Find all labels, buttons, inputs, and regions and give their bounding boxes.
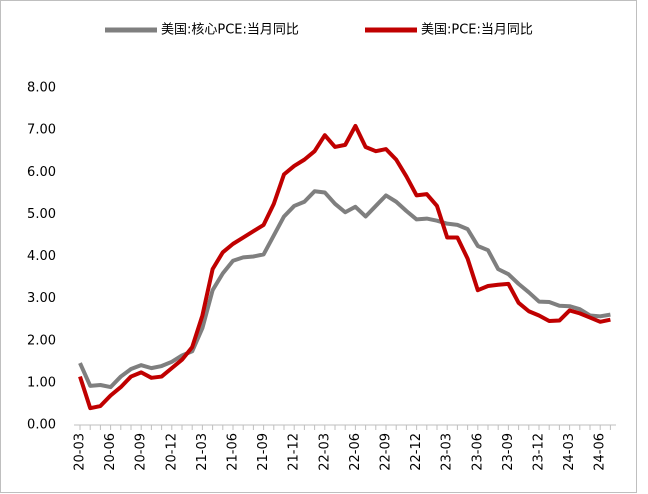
y-tick-label: 8.00 xyxy=(27,81,56,96)
x-tick-label: 20-12 xyxy=(164,433,179,471)
x-tick-label: 22-03 xyxy=(317,433,332,471)
y-tick-label: 2.00 xyxy=(27,333,56,348)
y-tick-label: 6.00 xyxy=(27,165,56,180)
x-tick-label: 21-12 xyxy=(287,433,302,471)
y-tick-label: 5.00 xyxy=(27,207,56,222)
series-line xyxy=(78,189,611,390)
y-tick-label: 7.00 xyxy=(27,123,56,138)
x-tick-label: 24-03 xyxy=(562,433,577,471)
legend-label: 美国:核心PCE:当月同比 xyxy=(161,23,299,38)
y-tick-label: 3.00 xyxy=(27,291,56,306)
x-tick-label: 23-12 xyxy=(532,433,547,471)
x-tick-label: 20-09 xyxy=(134,433,149,471)
legend-label: 美国:PCE:当月同比 xyxy=(421,23,533,38)
x-tick-label: 23-09 xyxy=(501,433,516,471)
x-tick-label: 23-06 xyxy=(470,433,485,471)
y-tick-label: 0.00 xyxy=(27,418,56,433)
x-tick-label: 21-06 xyxy=(226,433,241,471)
x-tick-label: 22-06 xyxy=(348,433,363,471)
y-tick-label: 1.00 xyxy=(27,375,56,390)
x-tick-label: 22-12 xyxy=(409,433,424,471)
x-tick-label: 21-09 xyxy=(256,433,271,471)
x-tick-label: 23-03 xyxy=(440,433,455,471)
x-tick-label: 20-03 xyxy=(73,433,88,471)
series-line xyxy=(78,123,611,411)
y-tick-label: 4.00 xyxy=(27,249,56,264)
x-tick-label: 20-06 xyxy=(103,433,118,471)
x-tick-label: 22-09 xyxy=(379,433,394,471)
x-tick-label: 24-06 xyxy=(593,433,608,471)
x-tick-label: 21-03 xyxy=(195,433,210,471)
